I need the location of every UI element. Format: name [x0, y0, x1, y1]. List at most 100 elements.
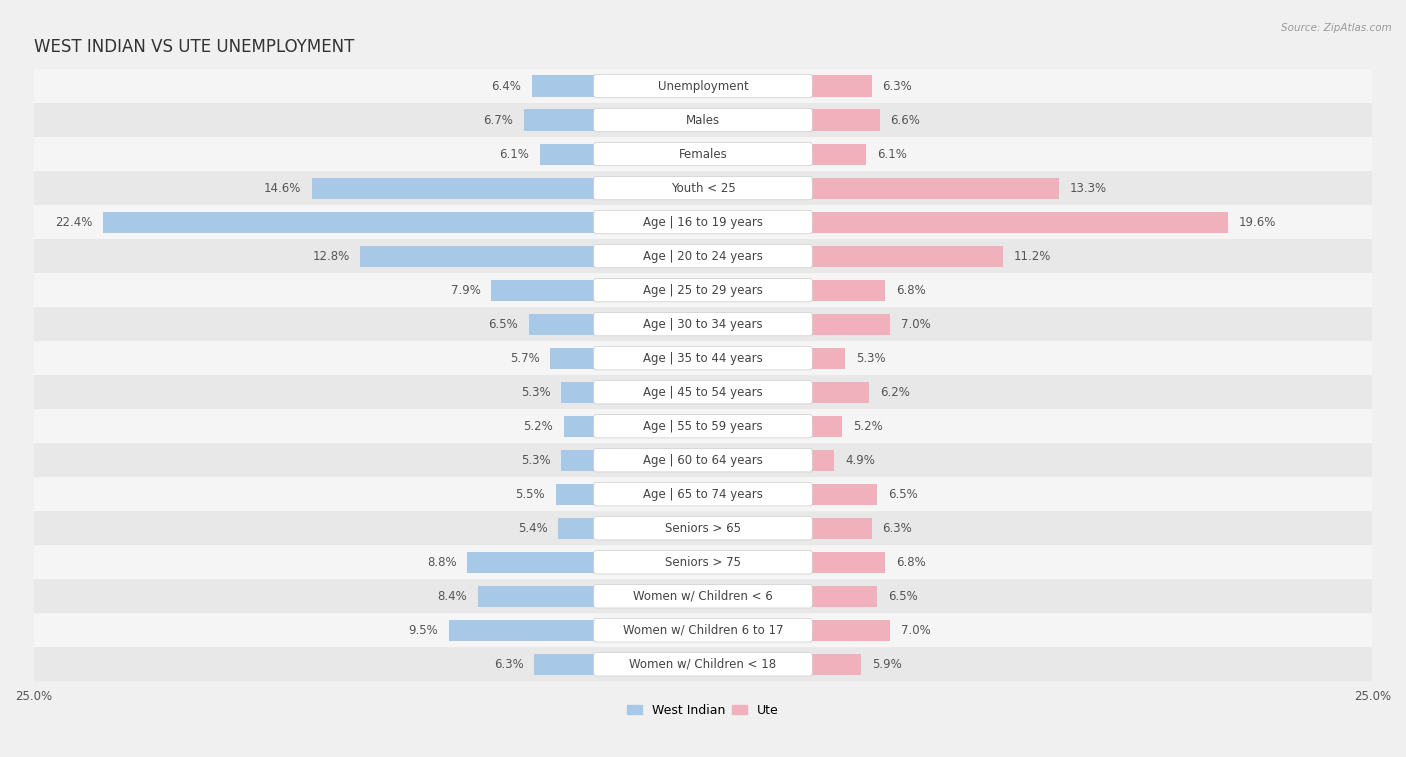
FancyBboxPatch shape	[34, 69, 1372, 103]
Text: Females: Females	[679, 148, 727, 160]
Text: 5.7%: 5.7%	[510, 352, 540, 365]
Bar	[703, 76, 872, 97]
Text: Unemployment: Unemployment	[658, 79, 748, 92]
Bar	[703, 279, 886, 301]
Text: Age | 16 to 19 years: Age | 16 to 19 years	[643, 216, 763, 229]
Bar	[703, 484, 877, 505]
Bar	[703, 654, 860, 675]
Bar	[703, 347, 845, 369]
Bar	[703, 313, 890, 335]
Text: 5.3%: 5.3%	[520, 453, 550, 467]
Bar	[531, 76, 703, 97]
Text: 7.9%: 7.9%	[451, 284, 481, 297]
Text: 13.3%: 13.3%	[1070, 182, 1107, 195]
FancyBboxPatch shape	[34, 103, 1372, 137]
Text: 6.3%: 6.3%	[883, 522, 912, 534]
Text: 6.3%: 6.3%	[494, 658, 523, 671]
Text: 6.5%: 6.5%	[488, 318, 519, 331]
Bar	[529, 313, 703, 335]
Bar	[467, 552, 703, 573]
FancyBboxPatch shape	[593, 176, 813, 200]
Bar	[703, 245, 1002, 266]
Bar	[703, 178, 1059, 198]
Text: Seniors > 65: Seniors > 65	[665, 522, 741, 534]
Text: 19.6%: 19.6%	[1239, 216, 1275, 229]
Text: Age | 25 to 29 years: Age | 25 to 29 years	[643, 284, 763, 297]
Text: 12.8%: 12.8%	[312, 250, 350, 263]
Text: 5.5%: 5.5%	[516, 488, 546, 500]
Text: 9.5%: 9.5%	[408, 624, 437, 637]
Text: 6.8%: 6.8%	[896, 284, 925, 297]
FancyBboxPatch shape	[34, 307, 1372, 341]
FancyBboxPatch shape	[34, 205, 1372, 239]
Text: Age | 65 to 74 years: Age | 65 to 74 years	[643, 488, 763, 500]
Text: 14.6%: 14.6%	[264, 182, 301, 195]
Bar	[703, 416, 842, 437]
FancyBboxPatch shape	[593, 210, 813, 234]
Bar	[703, 144, 866, 164]
Bar	[703, 518, 872, 539]
Bar	[558, 518, 703, 539]
FancyBboxPatch shape	[593, 313, 813, 336]
FancyBboxPatch shape	[593, 618, 813, 642]
Text: 5.2%: 5.2%	[523, 419, 553, 433]
FancyBboxPatch shape	[593, 142, 813, 166]
Text: 6.1%: 6.1%	[877, 148, 907, 160]
Bar	[703, 382, 869, 403]
FancyBboxPatch shape	[34, 477, 1372, 511]
FancyBboxPatch shape	[593, 584, 813, 608]
FancyBboxPatch shape	[593, 381, 813, 404]
Bar	[103, 211, 703, 232]
FancyBboxPatch shape	[34, 511, 1372, 545]
Bar	[703, 450, 834, 471]
FancyBboxPatch shape	[34, 647, 1372, 681]
Text: 6.1%: 6.1%	[499, 148, 529, 160]
FancyBboxPatch shape	[593, 245, 813, 268]
Bar	[449, 620, 703, 641]
FancyBboxPatch shape	[593, 550, 813, 574]
Bar	[564, 416, 703, 437]
FancyBboxPatch shape	[34, 410, 1372, 443]
FancyBboxPatch shape	[593, 482, 813, 506]
Text: 5.3%: 5.3%	[520, 385, 550, 399]
Text: Women w/ Children < 6: Women w/ Children < 6	[633, 590, 773, 603]
Bar	[703, 211, 1227, 232]
FancyBboxPatch shape	[34, 579, 1372, 613]
Text: WEST INDIAN VS UTE UNEMPLOYMENT: WEST INDIAN VS UTE UNEMPLOYMENT	[34, 38, 354, 56]
Bar	[703, 552, 886, 573]
FancyBboxPatch shape	[34, 341, 1372, 375]
Text: 22.4%: 22.4%	[55, 216, 93, 229]
Bar	[561, 450, 703, 471]
Bar	[360, 245, 703, 266]
Bar	[555, 484, 703, 505]
Text: Age | 45 to 54 years: Age | 45 to 54 years	[643, 385, 763, 399]
FancyBboxPatch shape	[593, 516, 813, 540]
Text: 11.2%: 11.2%	[1014, 250, 1052, 263]
Bar	[523, 110, 703, 130]
Text: 6.6%: 6.6%	[890, 114, 921, 126]
Text: 6.8%: 6.8%	[896, 556, 925, 569]
Bar	[561, 382, 703, 403]
Text: 5.2%: 5.2%	[853, 419, 883, 433]
Text: Women w/ Children < 18: Women w/ Children < 18	[630, 658, 776, 671]
Text: Women w/ Children 6 to 17: Women w/ Children 6 to 17	[623, 624, 783, 637]
Legend: West Indian, Ute: West Indian, Ute	[623, 699, 783, 722]
FancyBboxPatch shape	[34, 545, 1372, 579]
Text: Age | 60 to 64 years: Age | 60 to 64 years	[643, 453, 763, 467]
Text: Males: Males	[686, 114, 720, 126]
FancyBboxPatch shape	[34, 239, 1372, 273]
Text: Age | 20 to 24 years: Age | 20 to 24 years	[643, 250, 763, 263]
FancyBboxPatch shape	[34, 171, 1372, 205]
FancyBboxPatch shape	[34, 443, 1372, 477]
FancyBboxPatch shape	[593, 653, 813, 676]
Bar	[540, 144, 703, 164]
Bar	[492, 279, 703, 301]
Text: 4.9%: 4.9%	[845, 453, 875, 467]
Text: 5.3%: 5.3%	[856, 352, 886, 365]
FancyBboxPatch shape	[593, 449, 813, 472]
FancyBboxPatch shape	[34, 273, 1372, 307]
Bar	[703, 586, 877, 607]
Bar	[703, 620, 890, 641]
Bar	[534, 654, 703, 675]
Bar	[312, 178, 703, 198]
